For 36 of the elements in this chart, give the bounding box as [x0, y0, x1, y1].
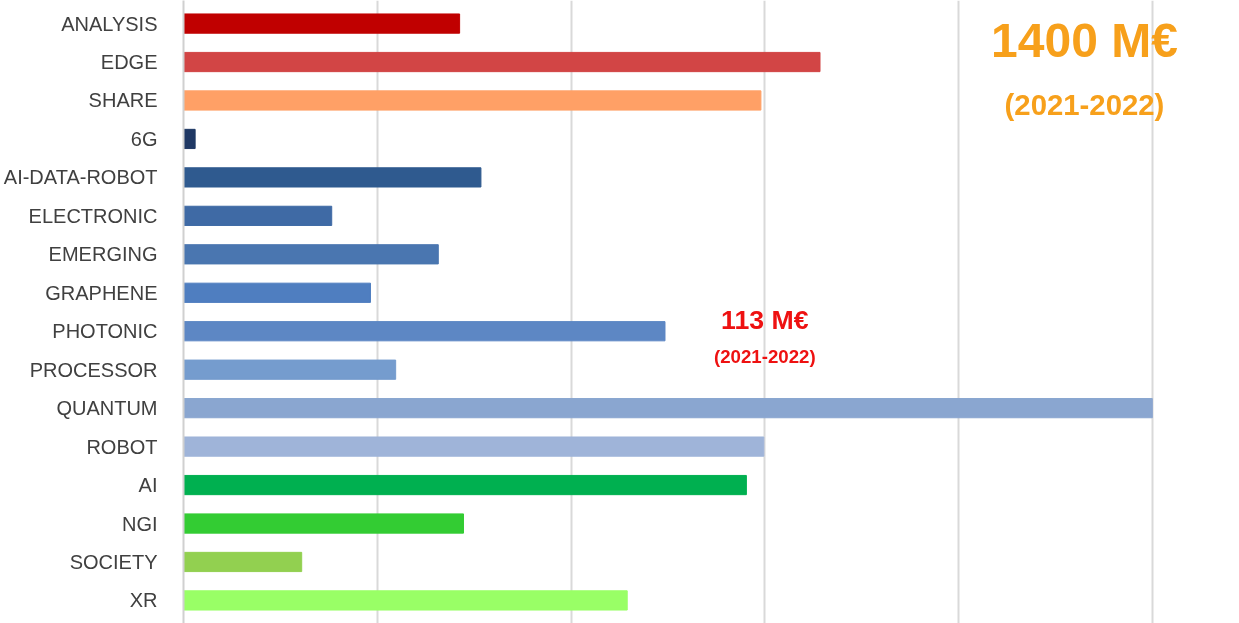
annotation: (2021-2022) — [1004, 87, 1165, 121]
y-tick-label: PROCESSOR — [29, 358, 158, 381]
bar — [183, 590, 628, 611]
y-tick-label: EDGE — [100, 51, 158, 74]
bar — [183, 398, 1153, 419]
bar — [183, 167, 482, 188]
bar — [183, 244, 439, 265]
bar — [183, 474, 747, 496]
bar — [183, 321, 666, 342]
y-tick-label: 6G — [130, 127, 158, 150]
bar — [183, 436, 765, 457]
y-tick-label: EMERGING — [48, 243, 158, 266]
bar — [183, 359, 397, 380]
y-tick-label: NGI — [121, 512, 158, 535]
bar — [183, 551, 303, 573]
bar — [183, 90, 762, 111]
y-tick-label: ROBOT — [86, 435, 158, 458]
bar — [183, 128, 196, 150]
y-tick-label: SHARE — [88, 89, 158, 112]
bar — [183, 205, 333, 226]
y-tick-label: ANALYSIS — [61, 12, 158, 35]
y-tick-label: GRAPHENE — [45, 281, 158, 304]
y-tick-label: XR — [129, 589, 158, 612]
bar — [183, 513, 464, 534]
bar — [183, 51, 821, 73]
y-tick-label: SOCIETY — [69, 550, 158, 573]
bar — [183, 282, 371, 303]
annotation: (2021-2022) — [713, 345, 816, 367]
annotation: 1400 M€ — [991, 14, 1178, 68]
y-tick-label: AI — [138, 474, 158, 497]
y-tick-label: PHOTONIC — [52, 320, 158, 343]
annotation: 113 M€ — [721, 304, 809, 335]
y-tick-label: QUANTUM — [56, 397, 158, 420]
bar — [183, 13, 461, 34]
y-tick-label: ELECTRONIC — [28, 204, 158, 227]
y-tick-label: AI-DATA-ROBOT — [3, 166, 158, 189]
